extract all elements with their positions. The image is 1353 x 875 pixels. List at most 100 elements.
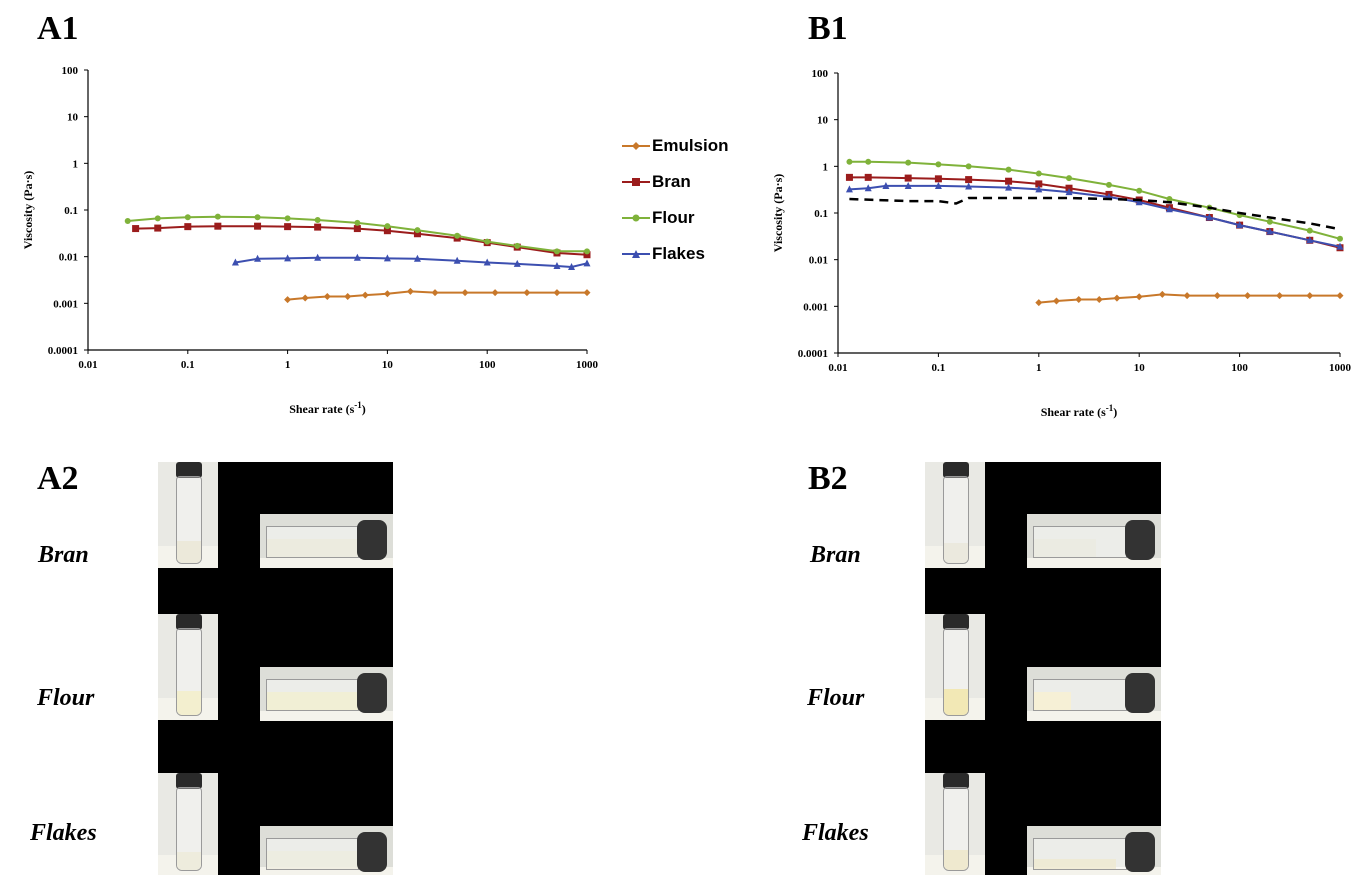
photo-collage-a2 bbox=[158, 462, 393, 875]
a1-point-emulsion bbox=[284, 296, 292, 304]
b1-line-bran bbox=[849, 176, 1341, 249]
a1-point-bran bbox=[353, 225, 361, 233]
a1-point-bran bbox=[154, 224, 162, 232]
a1-point-flour bbox=[154, 215, 161, 222]
a1-y-tick-label: 0.001 bbox=[53, 298, 78, 310]
sample-label-b2-bran: Bran bbox=[810, 542, 861, 568]
b1-point-bran bbox=[864, 173, 872, 181]
legend-item-bran: Bran bbox=[622, 164, 729, 200]
viscosity-chart-a1: 0.0001 0.001 0.01 0.1 1 10 100 0.01 0.1 1 10 100 100… bbox=[21, 65, 599, 416]
b1-line-flour bbox=[849, 160, 1341, 240]
upright-vial-photo-a2-flakes bbox=[158, 773, 218, 875]
b1-point-flour bbox=[1066, 175, 1073, 182]
a1-point-emulsion bbox=[523, 289, 531, 297]
b1-point-emulsion bbox=[1306, 292, 1314, 300]
a1-series-flakes bbox=[231, 253, 591, 271]
upright-vial-photo-a2-flour bbox=[158, 614, 218, 720]
sample-label-b2-flour: Flour bbox=[807, 685, 865, 711]
a1-point-bran bbox=[254, 222, 262, 230]
b1-point-bran bbox=[904, 174, 912, 182]
a1-x-axis-title: Shear rate (s-1) bbox=[289, 400, 366, 416]
a1-y-axis-title: Viscosity (Pa·s) bbox=[21, 171, 35, 250]
b1-point-flour bbox=[935, 161, 942, 168]
a1-x-tick-label: 10 bbox=[382, 359, 394, 371]
a1-point-flakes bbox=[383, 254, 391, 262]
b1-x-axis-title: Shear rate (s-1) bbox=[1041, 403, 1118, 419]
a1-point-bran bbox=[383, 227, 391, 235]
b1-series-reference-dashed bbox=[849, 196, 1341, 231]
tilted-vial-photo-b2-bran bbox=[1027, 514, 1161, 568]
b1-point-flakes bbox=[904, 181, 912, 189]
a1-series-bran bbox=[132, 222, 591, 259]
b1-point-emulsion bbox=[1113, 294, 1121, 302]
a1-x-tick-label: 1 bbox=[285, 359, 291, 371]
b1-point-flakes bbox=[1205, 213, 1213, 221]
upright-vial-photo-a2-bran bbox=[158, 462, 218, 568]
a1-point-flakes bbox=[314, 253, 322, 261]
b1-y-axis-title: Viscosity (Pa·s) bbox=[771, 174, 785, 253]
legend-marker-emulsion bbox=[622, 142, 650, 150]
a1-point-flakes bbox=[453, 256, 461, 264]
b1-point-emulsion bbox=[1158, 290, 1166, 298]
b1-point-emulsion bbox=[1244, 292, 1252, 300]
a1-x-tick-label: 0.01 bbox=[78, 359, 97, 371]
a1-x-tick-label: 100 bbox=[479, 359, 496, 371]
vial-fill-a2-flour-tilted bbox=[267, 692, 358, 710]
a1-point-flour bbox=[484, 238, 491, 245]
legend-marker-bran bbox=[622, 178, 650, 186]
a1-y-tick-label: 100 bbox=[62, 65, 79, 77]
a1-y-tick-label: 10 bbox=[67, 112, 79, 124]
legend-label-bran: Bran bbox=[652, 172, 691, 191]
b1-series-flakes bbox=[845, 181, 1344, 250]
a1-point-emulsion bbox=[383, 290, 391, 298]
b1-point-flakes bbox=[845, 185, 853, 193]
b1-point-flakes bbox=[864, 184, 872, 192]
vial-fill-b2-flakes-tilted bbox=[1034, 859, 1116, 869]
a1-y-tick-label: 0.1 bbox=[64, 205, 78, 217]
b1-point-flour bbox=[1035, 170, 1042, 177]
legend-label-emulsion: Emulsion bbox=[652, 136, 729, 155]
a1-point-flakes bbox=[568, 263, 576, 271]
b1-point-emulsion bbox=[1075, 296, 1083, 304]
b1-point-bran bbox=[1005, 177, 1013, 185]
b1-point-flakes bbox=[1306, 236, 1314, 244]
a1-point-flakes bbox=[254, 254, 262, 262]
b1-point-flour bbox=[1266, 218, 1273, 225]
legend-item-flour: Flour bbox=[622, 200, 729, 236]
a1-point-flour bbox=[214, 213, 221, 220]
a1-y-tick-label: 0.0001 bbox=[48, 345, 78, 357]
b1-point-flakes bbox=[1035, 185, 1043, 193]
photo-collage-b2 bbox=[925, 462, 1161, 875]
sample-label-b2-flakes: Flakes bbox=[802, 820, 869, 846]
b1-point-bran bbox=[1035, 180, 1043, 188]
b1-point-flour bbox=[965, 163, 972, 170]
a1-point-flakes bbox=[231, 258, 239, 266]
tilted-vial-photo-b2-flakes bbox=[1027, 826, 1161, 875]
upright-vial-photo-b2-flour bbox=[925, 614, 985, 720]
b1-x-tick-label: 0.01 bbox=[828, 362, 847, 374]
a1-point-flakes bbox=[353, 253, 361, 261]
sample-label-a2-flakes: Flakes bbox=[30, 820, 97, 846]
a1-point-flakes bbox=[583, 259, 591, 267]
a1-point-bran bbox=[284, 223, 292, 231]
a1-point-bran bbox=[214, 222, 222, 230]
b1-point-flakes bbox=[934, 181, 942, 189]
b1-line-flakes bbox=[849, 184, 1341, 248]
vial-fill-b2-flour-upright bbox=[944, 689, 968, 715]
vial-fill-a2-flour-upright bbox=[177, 691, 201, 715]
b1-x-tick-label: 10 bbox=[1134, 362, 1146, 374]
a1-point-flakes bbox=[483, 258, 491, 266]
b1-point-flakes bbox=[1135, 198, 1143, 206]
a1-point-flour bbox=[184, 214, 191, 221]
b1-y-tick-label: 100 bbox=[812, 68, 829, 80]
vial-fill-b2-flour-tilted bbox=[1034, 692, 1071, 710]
b1-point-emulsion bbox=[1183, 292, 1191, 300]
a1-point-flour bbox=[354, 219, 361, 226]
a1-point-flour bbox=[284, 215, 291, 222]
b1-point-bran bbox=[934, 175, 942, 183]
panel-label-a2: A2 bbox=[37, 460, 79, 497]
upright-vial-photo-b2-bran bbox=[925, 462, 985, 568]
a1-y-tick-label: 0.01 bbox=[59, 252, 78, 264]
a1-point-flour bbox=[414, 227, 421, 234]
b1-point-bran bbox=[845, 173, 853, 181]
